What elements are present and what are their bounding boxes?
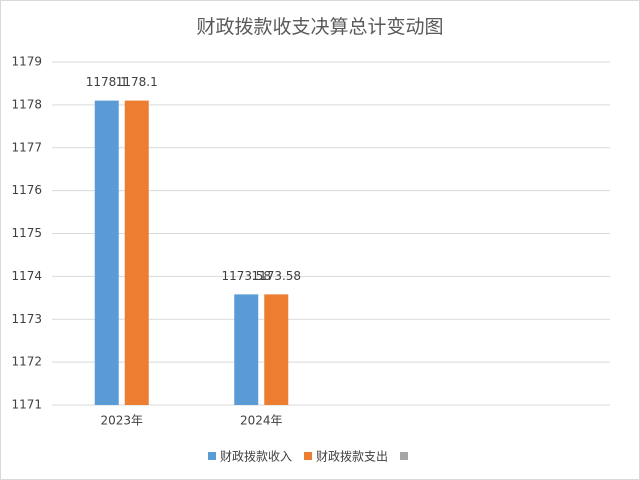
bar [124, 100, 149, 406]
data-label: 1178.1 [86, 75, 128, 89]
y-tick-label: 1176 [11, 183, 42, 197]
y-tick-label: 1178 [11, 97, 42, 111]
legend-swatch [400, 452, 409, 460]
bar [94, 100, 119, 406]
y-tick-label: 1172 [11, 355, 42, 369]
y-tick-label: 1173 [11, 312, 42, 326]
legend-label: 财政拨款支出 [316, 450, 388, 464]
legend-swatch [304, 452, 313, 460]
y-tick-label: 1171 [11, 398, 42, 412]
data-label: 1178.1 [116, 75, 158, 89]
y-tick-label: 1177 [11, 140, 42, 154]
chart-title: 财政拨款收支决算总计变动图 [196, 16, 443, 38]
bar [264, 294, 289, 405]
y-tick-label: 1174 [11, 269, 42, 283]
data-label: 1173.58 [251, 269, 301, 283]
x-tick-label: 2023年 [100, 414, 143, 428]
legend-swatch [208, 452, 216, 460]
legend-label: 财政拨款收入 [220, 450, 292, 464]
y-tick-label: 1179 [11, 55, 42, 69]
bar [234, 294, 259, 405]
x-tick-label: 2024年 [240, 414, 283, 428]
y-tick-label: 1175 [11, 226, 42, 240]
data-label: 1173.58 [221, 269, 271, 283]
